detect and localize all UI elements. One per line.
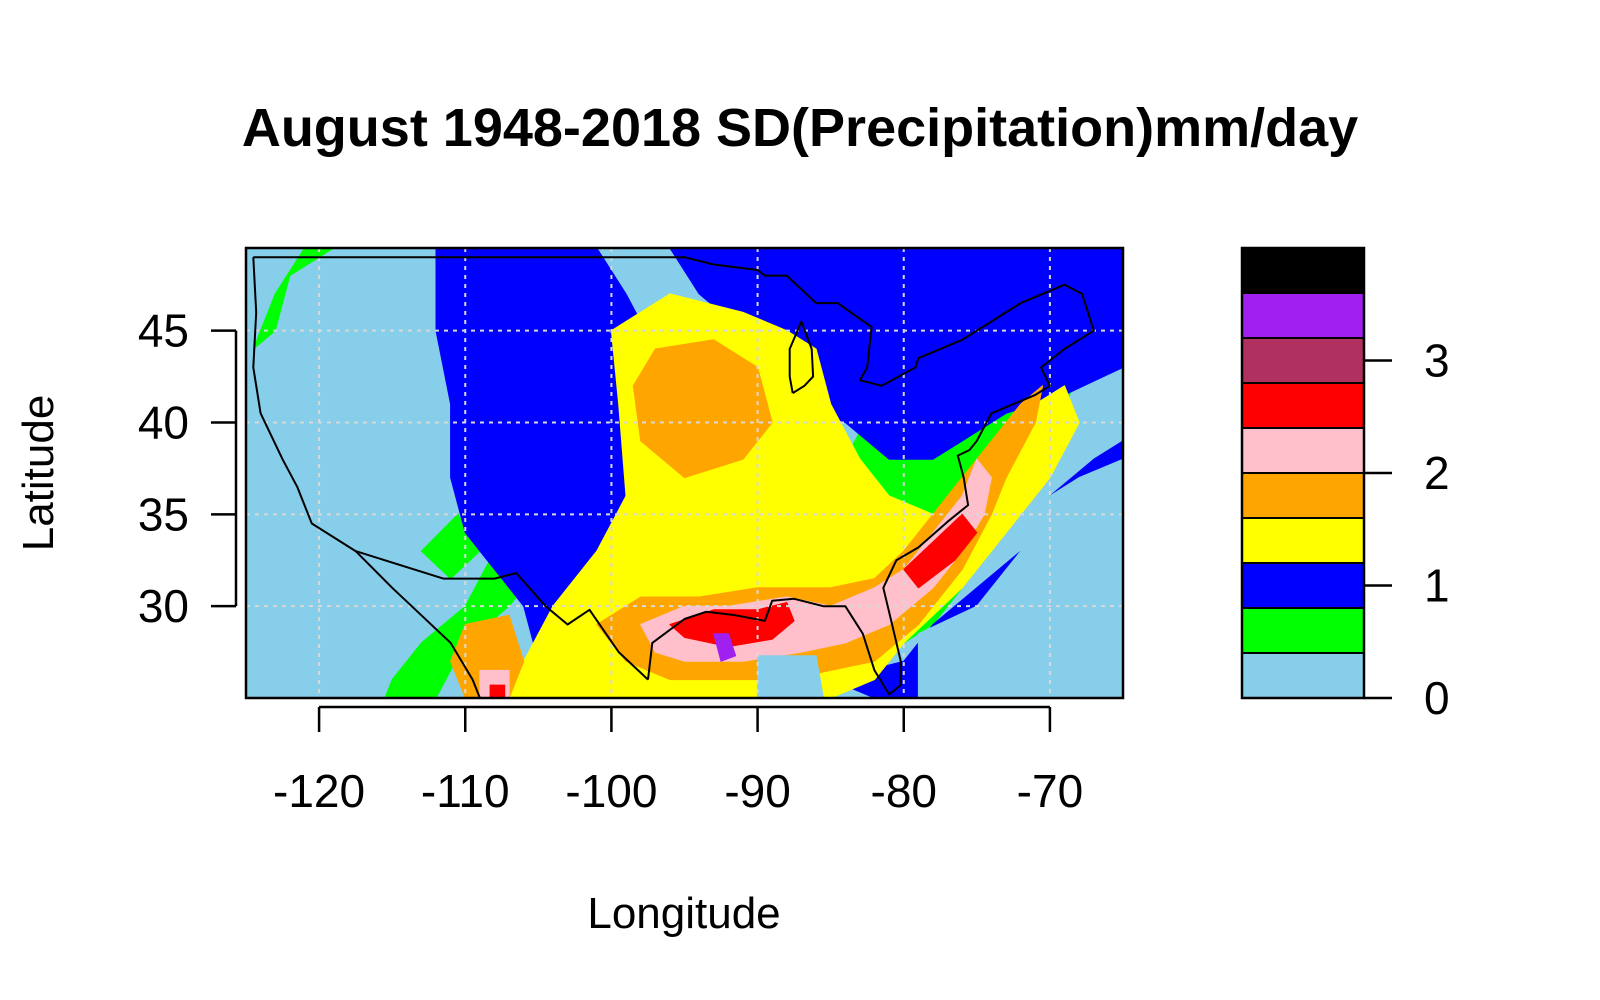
contour-region-13 [669, 602, 795, 648]
y-axis: 30 35 40 45 [138, 305, 238, 632]
colorbar-swatch-9 [1241, 247, 1365, 294]
colorbar-tick-label-0: 0 [1424, 672, 1450, 724]
x-axis-label: Longitude [587, 889, 780, 938]
chart-title: August 1948-2018 SD(Precipitation)mm/day [242, 98, 1358, 158]
x-tick-label-0: -120 [273, 765, 365, 817]
x-tick-label-4: -80 [871, 765, 937, 817]
contour-region-15 [489, 684, 506, 698]
colorbar: 0 1 2 3 [1240, 246, 1450, 724]
colorbar-tick-label-2: 2 [1424, 447, 1450, 499]
coastline [252, 256, 1095, 698]
contour-region-14 [903, 513, 978, 589]
contour-regions [246, 248, 1123, 698]
map-area [246, 248, 1123, 698]
contour-region-8 [632, 339, 773, 479]
x-tick-label-2: -100 [565, 765, 657, 817]
colorbar-swatch-8 [1241, 292, 1365, 339]
x-tick-label-5: -70 [1017, 765, 1083, 817]
colorbar-swatch-0 [1241, 652, 1365, 699]
coastline-2 [253, 256, 1095, 696]
colorbar-swatch-6 [1241, 382, 1365, 429]
x-tick-label-1: -110 [421, 765, 510, 817]
colorbar-swatch-2 [1241, 562, 1365, 609]
x-axis: -120 -110 -100 -90 -80 -70 [273, 705, 1083, 817]
plot-frame [244, 246, 1125, 700]
colorbar-swatch-4 [1241, 472, 1365, 519]
coastline-3 [788, 320, 815, 394]
y-tick-label-0: 30 [138, 580, 189, 632]
x-tick-label-3: -90 [724, 765, 790, 817]
colorbar-swatch-5 [1241, 427, 1365, 474]
y-axis-label: Latitude [14, 395, 63, 552]
colorbar-swatch-7 [1241, 337, 1365, 384]
coastline-0 [252, 257, 481, 698]
colorbar-swatch-3 [1241, 517, 1365, 564]
y-tick-label-2: 40 [138, 396, 189, 448]
colorbar-tick-label-1: 1 [1424, 560, 1450, 612]
contour-region-16 [713, 633, 737, 662]
colorbar-tick-label-3: 3 [1424, 335, 1450, 387]
y-tick-label-3: 45 [138, 305, 189, 357]
coastline-1 [355, 550, 649, 681]
y-tick-label-1: 35 [138, 488, 189, 540]
contour-region-17 [757, 655, 824, 698]
colorbar-swatch-1 [1241, 607, 1365, 654]
